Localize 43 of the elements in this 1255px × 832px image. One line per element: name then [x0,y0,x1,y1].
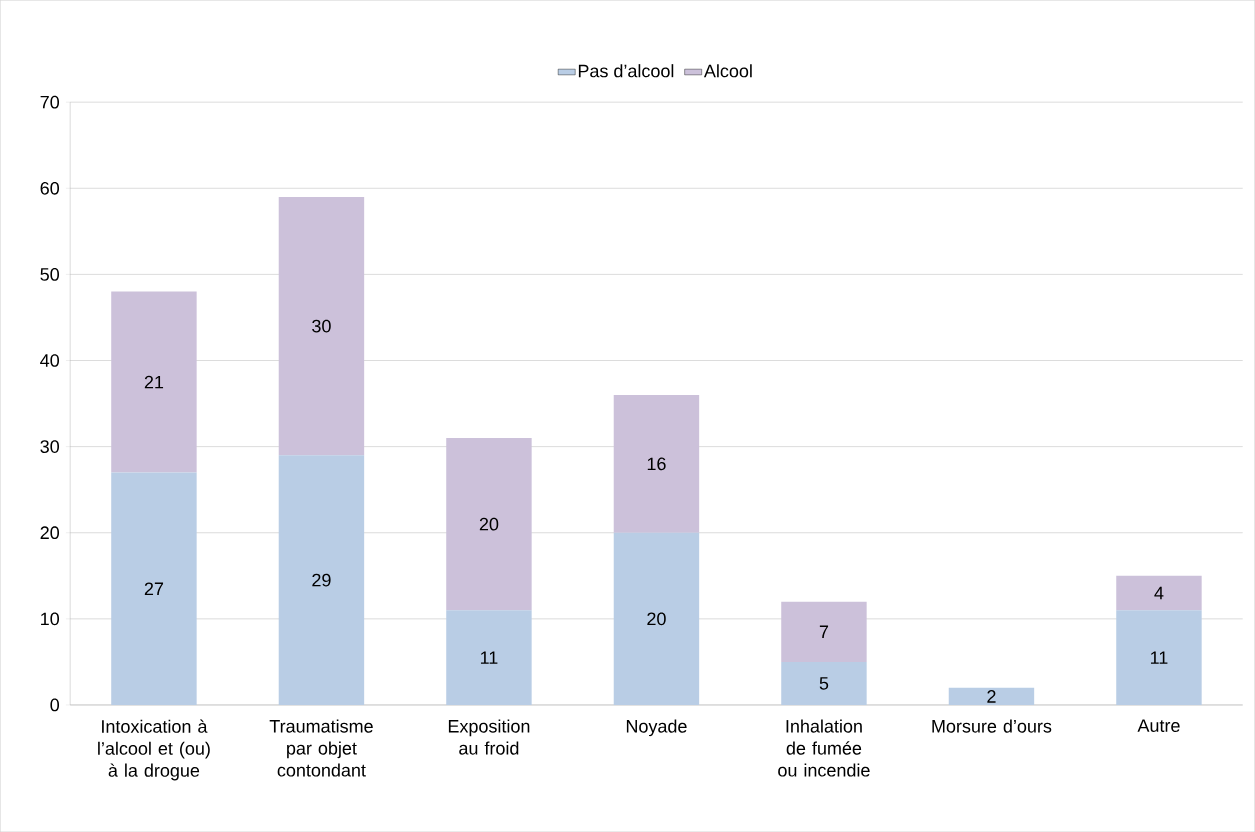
data-label: 7 [819,625,829,638]
x-tick-label: Inhalation de fumée ou incendie [778,719,870,777]
y-tick-label: 10 [41,612,60,626]
bar [446,437,532,611]
x-tick-label: Traumatisme par objet contondant [269,719,373,777]
bar [613,394,700,533]
bar [1116,575,1202,611]
bar [278,455,365,705]
x-tick-label: Morsure d’ours [932,719,1052,733]
data-label: 16 [647,457,666,471]
bar [278,196,365,456]
data-label: 11 [480,651,498,664]
y-tick-label: 50 [40,267,60,281]
x-tick-label: Autre [1137,719,1180,732]
bar [948,687,1035,705]
bar [111,291,197,473]
bar [613,532,700,705]
bar [111,472,197,705]
x-tick-label: Noyade [626,719,687,737]
y-tick-label: 0 [50,698,60,712]
x-tick-label: Exposition au froid [448,719,530,755]
data-label: 27 [144,582,164,595]
data-label: 29 [312,573,331,587]
data-label: 20 [479,517,499,531]
data-label: 30 [312,319,331,333]
bar [1116,610,1202,705]
y-tick-label: 60 [40,181,60,195]
data-label: 2 [987,690,996,703]
y-tick-label: 40 [40,354,60,367]
data-label: 4 [1154,586,1164,600]
bar [446,610,532,705]
bar [781,601,867,662]
bar [781,661,867,705]
data-label: 11 [1150,651,1168,664]
data-label: 21 [144,375,164,389]
legend-label: Pas d’alcool [578,64,674,78]
data-label: 20 [647,612,666,626]
y-tick-label: 30 [40,440,60,453]
x-tick-label: Intoxication à l’alcool et (ou) à la drogue [98,719,210,781]
y-tick-label: 70 [40,95,60,109]
data-label: 5 [819,677,829,690]
y-tick-label: 20 [40,526,60,540]
legend-label: Alcool [703,64,752,78]
